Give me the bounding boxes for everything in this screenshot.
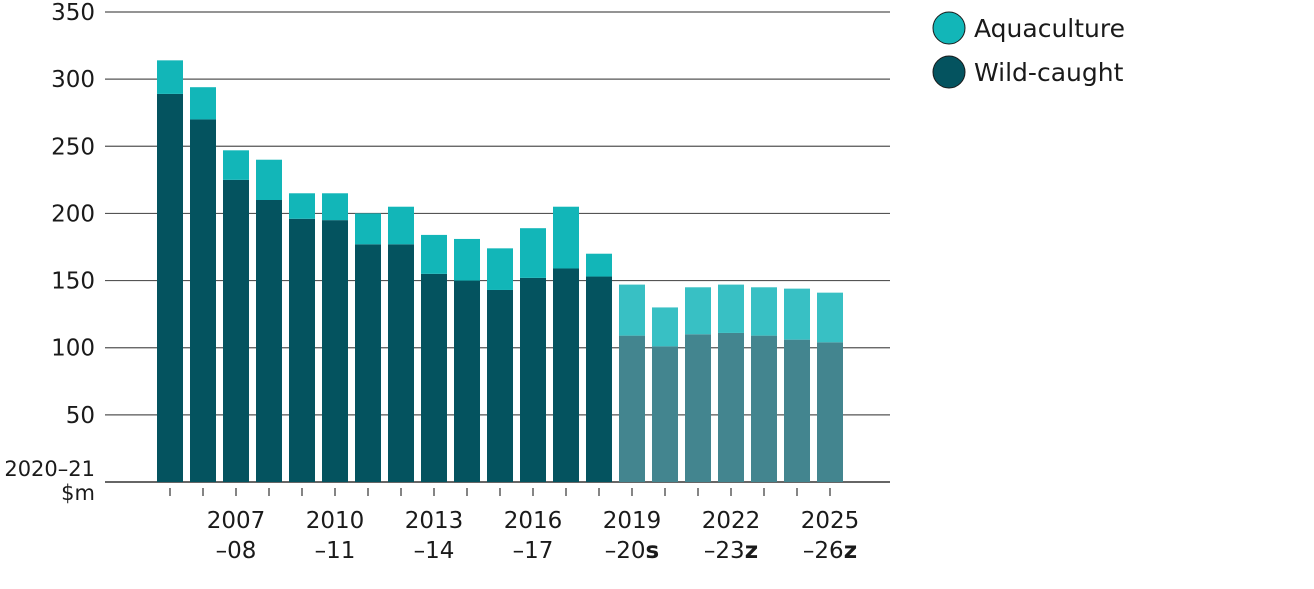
x-tick-label-sub: –17: [513, 538, 554, 564]
y-tick-label: 350: [51, 0, 95, 26]
bar-aquaculture: [652, 307, 678, 347]
bar-wild-caught: [487, 289, 513, 482]
legend-swatch: [932, 55, 966, 89]
x-tick-suffix: s: [646, 538, 660, 564]
y-tick-label: 100: [51, 336, 95, 362]
bar-wild-caught: [619, 335, 645, 482]
bar-aquaculture: [454, 238, 480, 281]
x-tick-label-sub: –20s: [605, 538, 659, 564]
bar-wild-caught: [388, 244, 414, 482]
y-axis: 50 100 150 200 250 300 350: [51, 0, 95, 429]
bar-wild-caught: [586, 276, 612, 482]
bar-wild-caught: [355, 244, 381, 482]
bar-aquaculture: [322, 193, 348, 221]
bar-wild-caught: [652, 346, 678, 482]
y-axis-unit-label: 2020–21: [4, 457, 95, 481]
y-tick-label: 200: [51, 201, 95, 227]
bar-aquaculture: [256, 159, 282, 200]
legend-label: Wild-caught: [974, 58, 1124, 87]
bar-wild-caught: [157, 93, 183, 483]
bar-aquaculture: [190, 87, 216, 120]
y-tick-label: 250: [51, 134, 95, 160]
x-tick-label: 2016: [504, 508, 563, 534]
y-tick-label: 150: [51, 269, 95, 295]
bar-aquaculture: [487, 248, 513, 290]
bar-aquaculture: [619, 284, 645, 336]
bar-wild-caught: [718, 332, 744, 482]
x-tick-label-sub: –23z: [704, 538, 758, 564]
bar-wild-caught: [751, 335, 777, 482]
y-tick-label: 50: [66, 403, 95, 429]
y-axis-label: 2020–21$m: [4, 457, 95, 505]
x-tick-label: 2013: [405, 508, 464, 534]
x-tick-label: 2010: [306, 508, 365, 534]
legend-label: Aquaculture: [974, 14, 1125, 43]
bar-wild-caught: [553, 268, 579, 482]
bar-aquaculture: [157, 60, 183, 94]
bar-wild-caught: [256, 200, 282, 482]
x-tick-label-sub: –26z: [803, 538, 857, 564]
y-tick-label: 300: [51, 67, 95, 93]
x-tick-suffix: z: [844, 538, 857, 564]
bar-aquaculture: [751, 287, 777, 336]
x-tick-label: 2025: [801, 508, 860, 534]
bar-wild-caught: [520, 277, 546, 482]
bar-aquaculture: [520, 228, 546, 278]
bar-wild-caught: [223, 179, 249, 482]
bars: [157, 60, 843, 483]
bar-wild-caught: [685, 334, 711, 482]
bar-wild-caught: [322, 220, 348, 482]
bar-aquaculture: [586, 253, 612, 277]
bar-aquaculture: [718, 284, 744, 333]
bar-aquaculture: [421, 234, 447, 274]
x-tick-suffix: z: [745, 538, 758, 564]
bar-aquaculture: [223, 150, 249, 180]
bar-wild-caught: [784, 339, 810, 482]
bar-aquaculture: [355, 213, 381, 245]
bar-wild-caught: [817, 342, 843, 482]
x-axis: 2007 –08 2010 –11 2013 –14 2016 –17 2019 –20s 2022…: [169, 488, 860, 564]
x-tick-label-sub: –08: [216, 538, 257, 564]
bar-aquaculture: [685, 287, 711, 335]
legend: Aquaculture Wild-caught: [932, 11, 1125, 89]
x-tick-label-sub: –11: [315, 538, 356, 564]
bar-aquaculture: [784, 288, 810, 340]
bar-wild-caught: [190, 119, 216, 482]
y-axis-unit-label: $m: [61, 481, 95, 505]
x-tick-label: 2019: [603, 508, 662, 534]
bar-aquaculture: [817, 292, 843, 343]
bar-wild-caught: [289, 218, 315, 483]
legend-swatch: [932, 11, 966, 45]
bar-aquaculture: [553, 206, 579, 269]
x-tick-label: 2022: [702, 508, 761, 534]
bar-aquaculture: [388, 206, 414, 245]
x-tick-label-sub: –14: [414, 538, 455, 564]
x-tick-label: 2007: [207, 508, 266, 534]
bar-aquaculture: [289, 193, 315, 219]
bar-wild-caught: [454, 280, 480, 482]
bar-wild-caught: [421, 273, 447, 482]
